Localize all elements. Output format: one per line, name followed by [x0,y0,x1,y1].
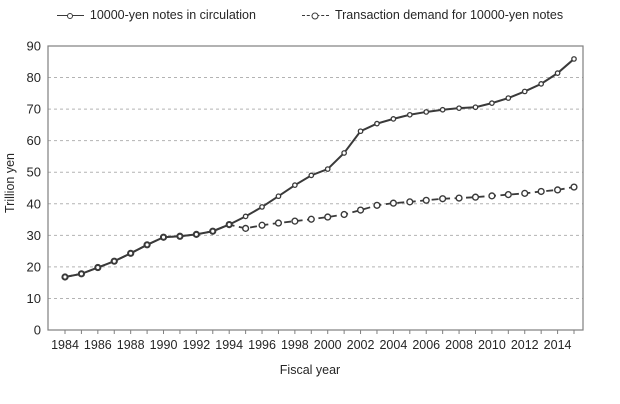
data-point-marker [274,219,283,227]
x-tick-label: 1994 [215,338,243,352]
legend-item-transaction-demand: Transaction demand for 10000-yen notes [301,8,564,22]
x-axis: 1984 1986 1988 1990 1992 1994 1996 1998 2000 2002… [51,330,575,352]
data-point-marker [554,70,561,76]
data-point-marker [144,241,150,248]
y-tick-label: 20 [27,259,41,274]
data-point-marker [94,264,101,271]
y-tick-label: 70 [27,102,41,117]
data-point-marker [455,194,463,202]
data-point-marker [259,204,265,210]
data-point-marker [324,166,331,172]
data-point-marker [275,193,282,200]
x-tick-label: 1990 [150,338,178,352]
y-tick-label: 60 [27,133,41,148]
legend-label-transaction-demand: Transaction demand for 10000-yen notes [334,8,564,22]
data-point-marker [258,221,266,229]
solid-line-marker-icon [56,12,84,19]
x-tick-label: 2006 [412,338,440,352]
data-point-marker [488,192,496,200]
series-line [64,58,575,278]
data-point-marker [505,95,512,101]
data-point-marker [242,224,250,232]
data-point-marker [226,221,233,228]
legend: 10000-yen notes in circulation Transacti… [0,8,620,22]
gridlines [48,77,583,299]
data-point-marker [570,183,578,191]
data-point-marker [356,206,365,214]
data-point-marker [324,213,332,221]
y-tick-label: 90 [27,39,41,54]
series-line [64,186,575,278]
x-tick-label: 1984 [51,338,79,352]
data-point-marker [160,234,167,241]
data-point-marker [472,104,479,111]
x-tick-label: 2000 [314,338,342,352]
x-axis-title: Fiscal year [279,363,341,377]
y-tick-label: 40 [27,196,41,211]
x-tick-label: 2008 [445,338,473,352]
x-tick-label: 1988 [117,338,145,352]
data-point-marker [489,100,495,106]
data-point-marker [456,105,462,112]
data-point-marker [340,210,348,219]
dashed-line-marker-icon [301,12,329,19]
data-point-marker [406,111,413,118]
x-tick-label: 2010 [478,338,506,352]
data-point-marker [291,217,299,225]
data-point-marker [177,233,183,240]
data-point-marker [537,187,545,196]
series-circulation [62,56,577,280]
data-point-marker [471,193,480,201]
y-tick-label: 80 [27,70,41,85]
data-point-marker [423,109,430,115]
data-point-marker [292,182,298,189]
y-tick-label: 10 [27,291,41,306]
data-point-marker [209,228,216,235]
x-tick-label: 1998 [281,338,309,352]
x-tick-label: 2014 [544,338,572,352]
y-tick-label: 30 [27,228,41,243]
y-tick-label: 0 [34,323,41,338]
data-point-marker [389,199,397,207]
x-tick-label: 1996 [248,338,276,352]
data-point-marker [553,186,562,194]
data-point-marker [406,198,414,206]
x-tick-label: 1992 [182,338,210,352]
data-point-marker [373,201,381,209]
data-point-marker [390,116,397,122]
data-point-marker [538,81,545,87]
y-tick-label: 50 [27,165,41,180]
data-point-marker [422,196,430,204]
data-point-marker [62,274,68,280]
data-point-marker [78,270,85,277]
y-axis-title: Trillion yen [3,153,17,213]
plot-frame [47,45,584,331]
data-point-marker [242,213,249,220]
y-axis: 0 10 20 30 40 50 60 70 80 90 [27,39,41,338]
x-tick-label: 1986 [84,338,112,352]
x-tick-label: 2004 [379,338,407,352]
data-point-marker [193,231,200,238]
x-tick-label: 2012 [511,338,539,352]
legend-label-circulation: 10000-yen notes in circulation [89,8,256,22]
legend-item-circulation: 10000-yen notes in circulation [56,8,256,22]
data-point-marker [521,88,528,95]
x-tick-label: 2002 [347,338,375,352]
data-point-marker [308,172,315,179]
data-point-marker [521,189,529,197]
series-transaction-demand [61,183,578,281]
data-point-marker [571,56,577,62]
data-point-marker [504,191,512,199]
data-point-marker [374,120,380,127]
data-point-marker [307,215,315,223]
data-point-marker [357,128,364,135]
data-point-marker [111,258,118,265]
data-point-marker [439,106,446,113]
data-point-marker [341,150,347,156]
data-point-marker [439,195,447,203]
data-point-marker [127,250,134,257]
